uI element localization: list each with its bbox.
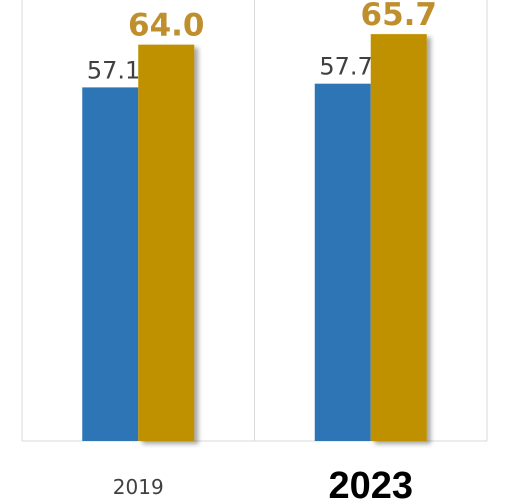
x-tick-label-2019: 2019 [113,475,164,499]
x-tick-label-2023: 2023 [328,465,413,504]
x-tick-labels: 2019 2023 [113,465,413,504]
bar-2023-series-2 [370,34,427,442]
bar-2023-series-1 [314,83,371,441]
bar-2019-series-1 [82,87,139,442]
data-label-2019-series-1: 57.1 [87,56,140,84]
data-label-2019-series-2: 64.0 [128,8,205,44]
data-label-2023-series-2: 65.7 [361,0,438,33]
bars [82,34,427,442]
data-label-2023-series-1: 57.7 [319,53,372,81]
data-labels: 57.1 64.0 57.7 65.7 [87,0,437,84]
bar-2019-series-2 [138,44,195,442]
